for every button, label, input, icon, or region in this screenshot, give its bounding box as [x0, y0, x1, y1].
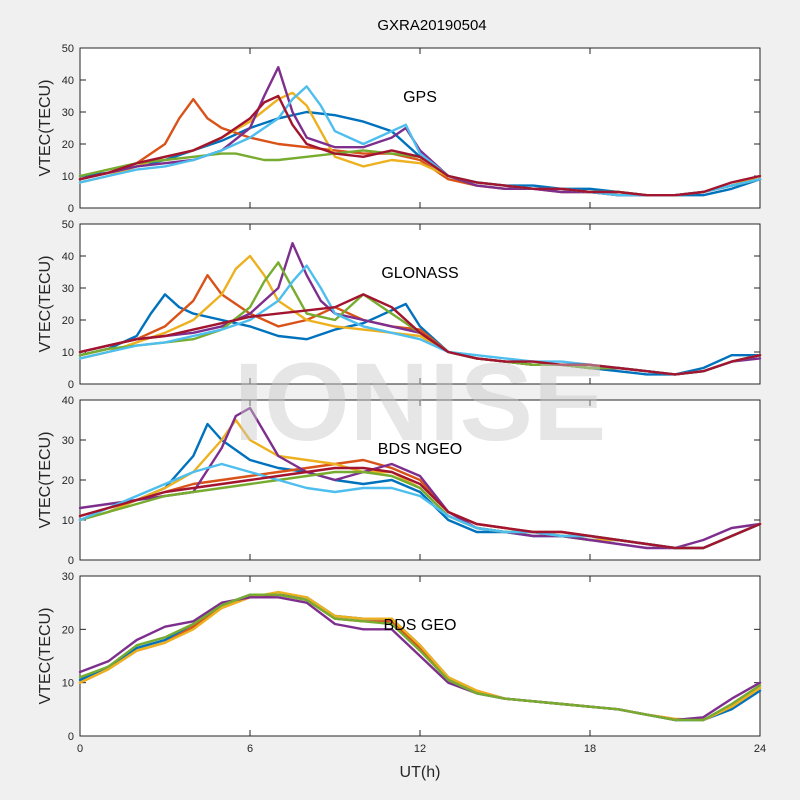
- y-tick-label: 40: [62, 395, 74, 407]
- plot-area: [79, 47, 761, 209]
- x-tick-label: 6: [247, 743, 253, 755]
- y-tick-label: 0: [68, 731, 74, 743]
- x-tick-label: 12: [414, 743, 426, 755]
- panel-label: BDS GEO: [384, 617, 457, 634]
- y-tick-label: 10: [62, 347, 74, 359]
- series-line: [78, 293, 762, 376]
- panel-bds-geo: 0 10 20 30 0 6 12 18 24 BDS GEO VTEC(TECU): [37, 571, 766, 755]
- y-tick-label: 0: [68, 203, 74, 215]
- y-tick-label: 30: [62, 435, 74, 447]
- panel-label: GLONASS: [381, 265, 458, 282]
- y-axis-label: VTEC(TECU): [37, 432, 54, 529]
- panel-gps: 0 10 20 30 40 50 GPS VTEC(TECU): [37, 43, 762, 215]
- series-line: [78, 406, 762, 550]
- series-line: [78, 94, 762, 197]
- y-tick-label: 30: [62, 107, 74, 119]
- y-tick-label: 40: [62, 251, 74, 263]
- y-tick-label: 0: [68, 379, 74, 391]
- x-tick-label: 18: [584, 743, 596, 755]
- y-tick-label: 40: [62, 75, 74, 87]
- y-tick-label: 50: [62, 219, 74, 231]
- series-line: [78, 85, 762, 197]
- y-tick-label: 30: [62, 571, 74, 583]
- y-tick-label: 20: [62, 475, 74, 487]
- y-axis-label: VTEC(TECU): [37, 256, 54, 353]
- x-tick-label: 0: [77, 743, 83, 755]
- y-tick-label: 10: [62, 515, 74, 527]
- chart-title: GXRA20190504: [377, 17, 486, 34]
- y-tick-label: 20: [62, 624, 74, 636]
- series-line: [78, 293, 762, 376]
- y-tick-label: 0: [68, 555, 74, 567]
- series-line: [78, 466, 762, 550]
- x-axis-label: UT(h): [400, 764, 441, 781]
- plot-area: [79, 223, 761, 385]
- panel-glonass: 0 10 20 30 40 50 GLONASS VTEC(TECU): [37, 219, 762, 391]
- y-tick-label: 50: [62, 43, 74, 55]
- y-tick-label: 30: [62, 283, 74, 295]
- y-tick-label: 10: [62, 171, 74, 183]
- panel-label: BDS NGEO: [378, 441, 462, 458]
- y-axis-label: VTEC(TECU): [37, 80, 54, 177]
- panel-bds-ngeo: 0 10 20 30 40 BDS NGEO VTEC(TECU): [37, 395, 762, 567]
- panel-label: GPS: [403, 89, 437, 106]
- series-line: [78, 593, 762, 722]
- watermark: IONISE: [234, 341, 607, 464]
- y-tick-label: 20: [62, 139, 74, 151]
- y-tick-label: 20: [62, 315, 74, 327]
- y-tick-label: 10: [62, 678, 74, 690]
- y-axis-label: VTEC(TECU): [37, 608, 54, 705]
- x-tick-label: 24: [754, 743, 766, 755]
